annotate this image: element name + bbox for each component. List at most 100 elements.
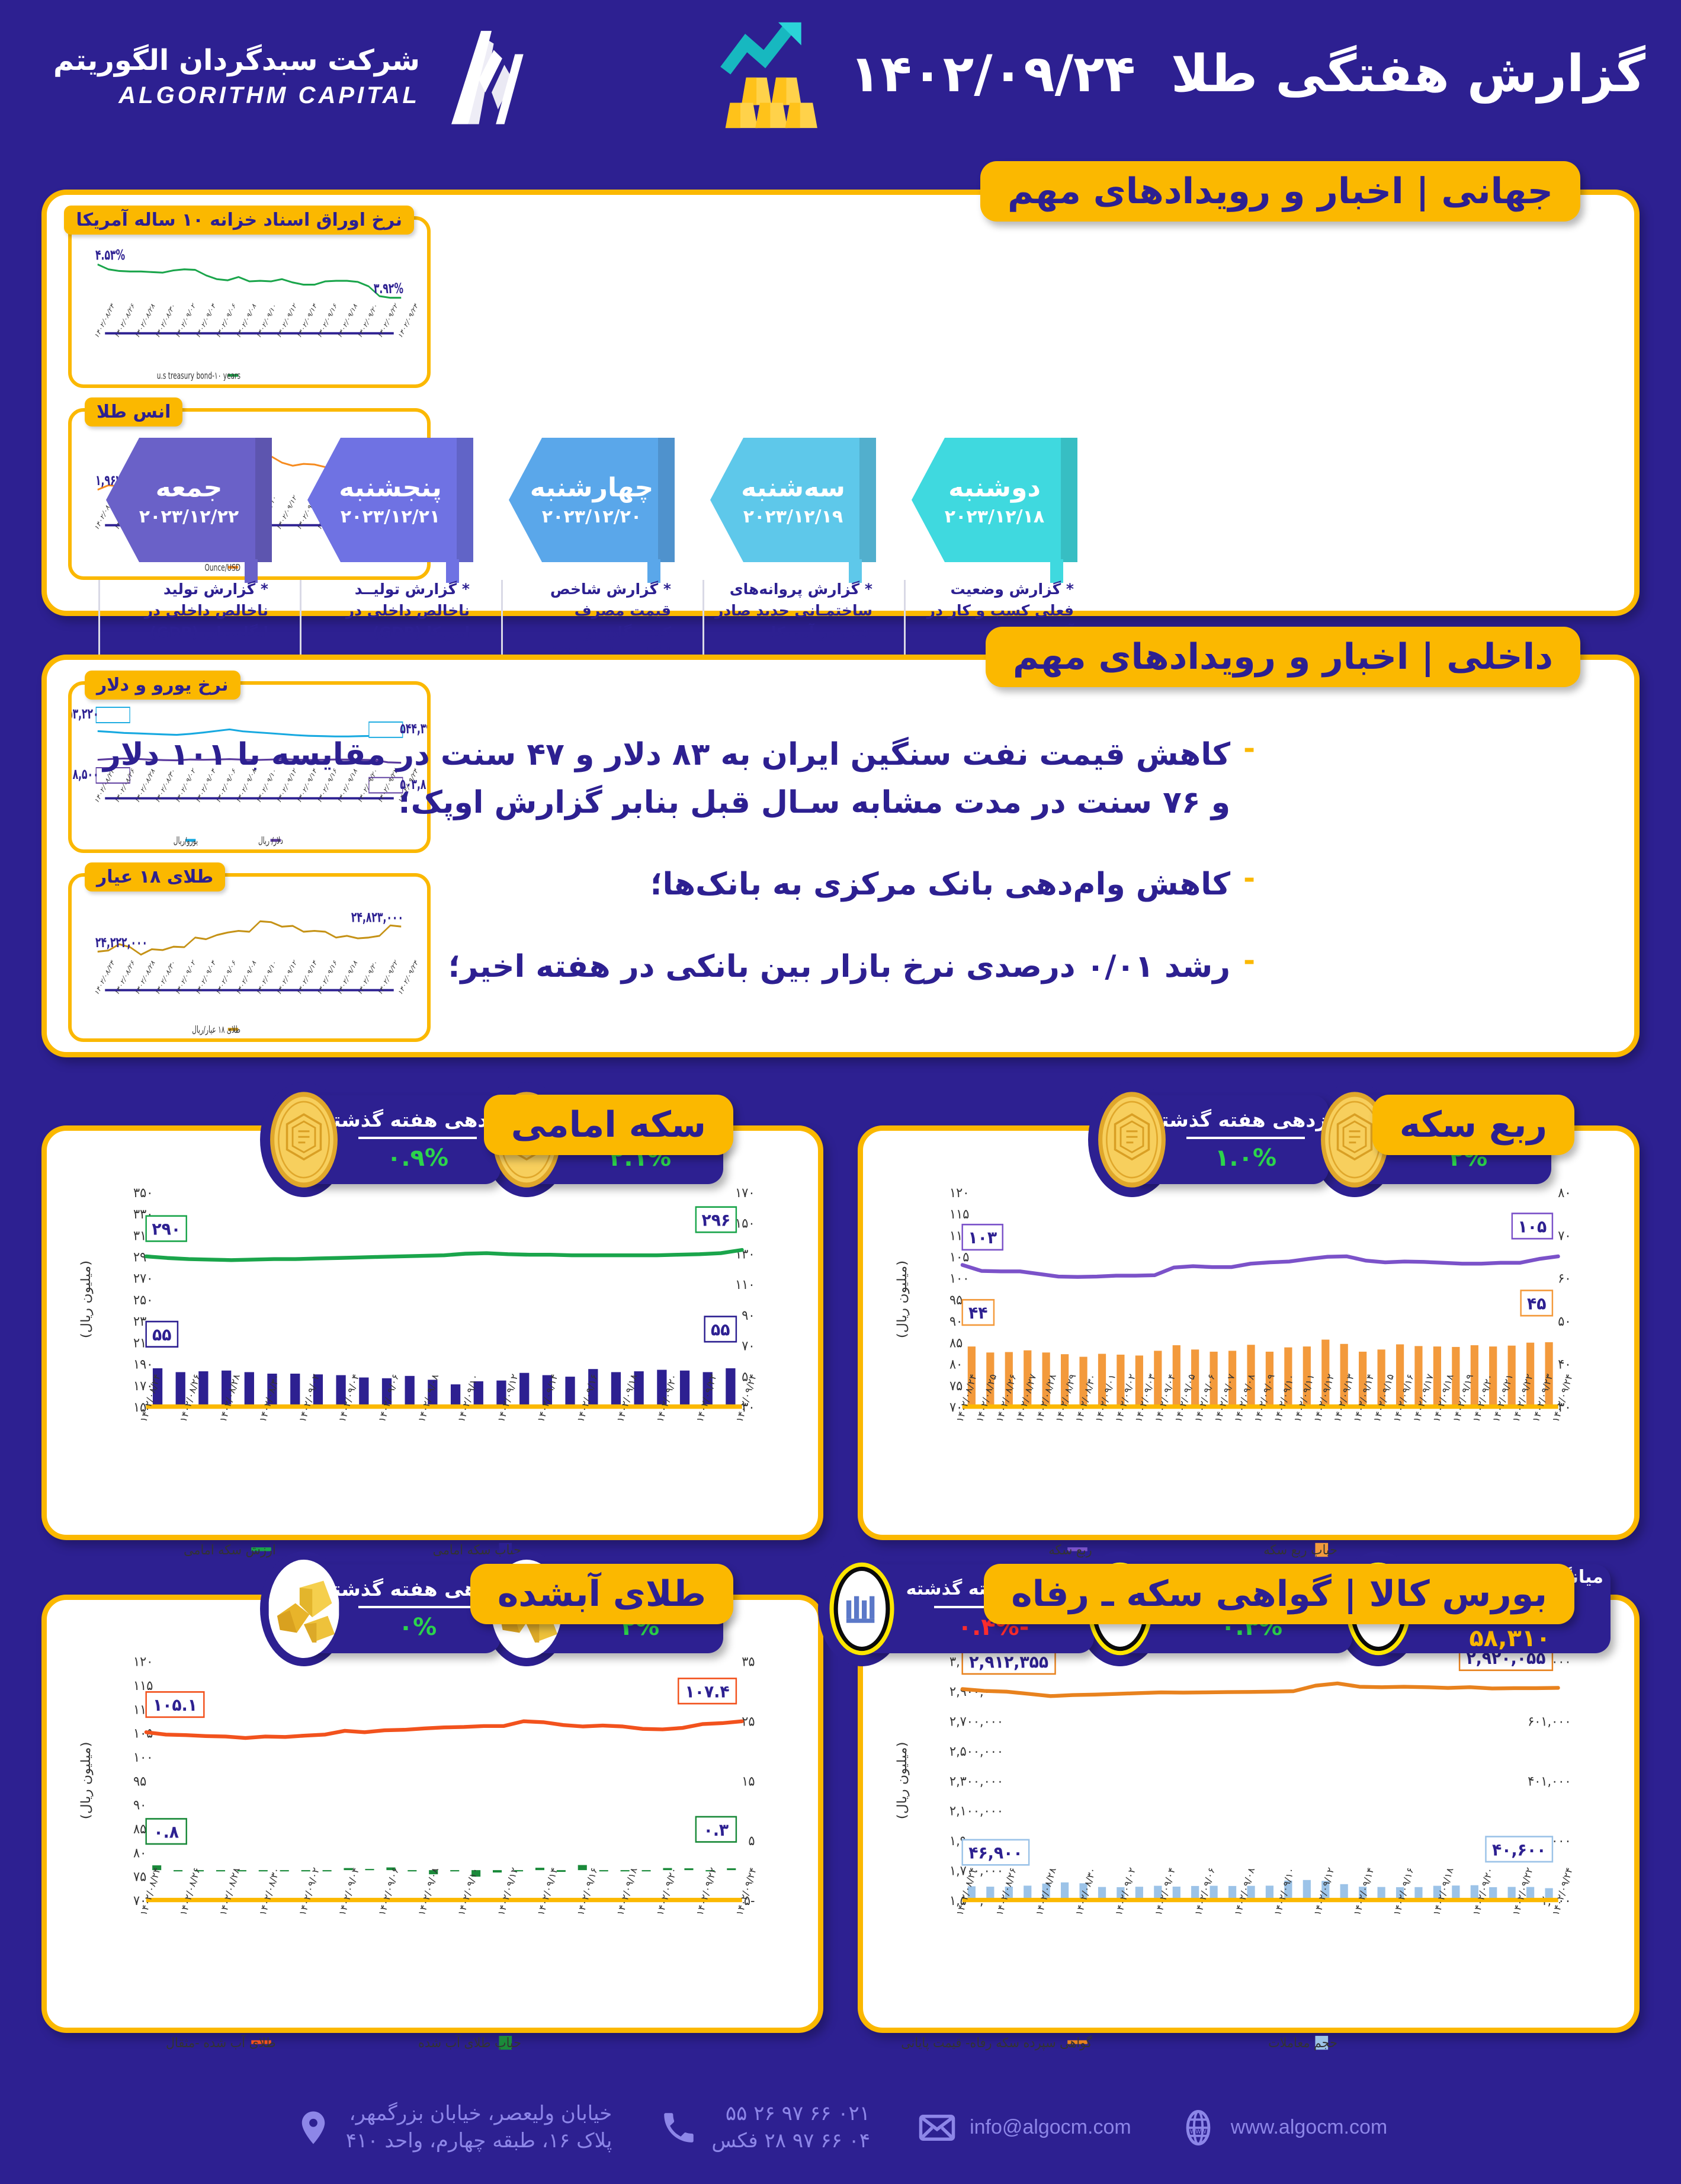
svg-text:۱۴۰۲/۰۹/۱۶: ۱۴۰۲/۰۹/۱۶ xyxy=(575,1866,600,1917)
day-column-3: چهارشنبه ۲۰۲۳/۱۲/۲۰ * گزارش شاخص قیمت مصرف… xyxy=(509,438,675,790)
badge-icon xyxy=(1096,1091,1167,1189)
melted-gold-section-heading: طلای آبشده xyxy=(470,1564,733,1624)
svg-text:۱۰۰: ۱۰۰ xyxy=(949,1271,969,1287)
svg-text:۵۵: ۵۵ xyxy=(152,1324,172,1345)
footer-email-text: info@algocm.com xyxy=(970,2116,1131,2139)
svg-text:۲,۳۰۰,۰۰۰: ۲,۳۰۰,۰۰۰ xyxy=(949,1774,1003,1789)
svg-text:۵۰: ۵۰ xyxy=(742,1370,755,1385)
badge-value: ۰% xyxy=(398,1613,437,1641)
ime-heading-wrap: بورس کالا | گواهی سکه ـ رفاه xyxy=(984,1564,1574,1624)
svg-text:۹۵: ۹۵ xyxy=(133,1774,146,1789)
day-date: ۲۰۲۳/۱۲/۱۸ xyxy=(944,506,1045,527)
svg-text:۹۵: ۹۵ xyxy=(949,1293,963,1308)
svg-text:۱۴۰۲/۰۹/۱۴: ۱۴۰۲/۰۹/۱۴ xyxy=(1352,1866,1377,1917)
badge-value: ۱.۰% xyxy=(1214,1144,1277,1172)
flag-shape-icon xyxy=(912,438,1077,562)
svg-text:ربع سکه: ربع سکه xyxy=(1048,1542,1092,1558)
svg-text:۱۴۰۲/۰۹/۱۴: ۱۴۰۲/۰۹/۱۴ xyxy=(535,1372,560,1424)
emami-heading-wrap: سکه امامی xyxy=(483,1095,733,1155)
svg-text:۴۰: ۴۰ xyxy=(1558,1357,1571,1372)
day-name: سه‌شنبه xyxy=(741,473,845,503)
bullet-dash-icon: - xyxy=(1243,732,1255,765)
us-treasury-chart-title: نرخ اوراق اسناد خزانه ۱۰ ساله آمریکا xyxy=(64,206,414,235)
svg-text:۱۰۷.۴: ۱۰۷.۴ xyxy=(685,1681,730,1701)
bullet-dash-icon: - xyxy=(1243,944,1255,977)
svg-text:۷۰: ۷۰ xyxy=(133,1893,146,1909)
svg-text:۱۴۰۲/۰۹/۲۴: ۱۴۰۲/۰۹/۲۴ xyxy=(1550,1866,1575,1917)
day-name: چهارشنبه xyxy=(530,473,654,503)
domestic-section-heading: داخلی | اخبار و رویدادهای مهم xyxy=(985,627,1580,687)
svg-text:(میلیون ریال): (میلیون ریال) xyxy=(79,1742,94,1819)
svg-text:u.s treasury bond-۱۰ years: u.s treasury bond-۱۰ years xyxy=(157,370,240,381)
day-flag: دوشنبه ۲۰۲۳/۱۲/۱۸ xyxy=(912,438,1077,562)
flag-shape-icon xyxy=(509,438,675,562)
svg-text:۱۴۰۲/۰۸/۲۶: ۱۴۰۲/۰۸/۲۶ xyxy=(178,1866,203,1917)
badge-rule xyxy=(1186,1136,1305,1139)
svg-text:(میلیون ریال): (میلیون ریال) xyxy=(895,1742,910,1819)
svg-text:۰.۳: ۰.۳ xyxy=(704,1820,729,1840)
badge-rule xyxy=(358,1136,477,1139)
svg-text:۳.۹۲%: ۳.۹۲% xyxy=(374,280,403,297)
footer-email[interactable]: info@algocm.com xyxy=(918,2108,1131,2147)
brand-name-en: ALGORITHM CAPITAL xyxy=(118,82,420,108)
metric-badge: بازدهی هفته گذشته ۰% xyxy=(260,1551,514,1666)
svg-text:۸۵: ۸۵ xyxy=(949,1336,963,1351)
svg-text:۱۱۰: ۱۱۰ xyxy=(735,1277,755,1293)
svg-text:حجم معاملات: حجم معاملات xyxy=(1268,2035,1337,2051)
footer-website[interactable]: www www.algocm.com xyxy=(1179,2108,1388,2147)
emami-coin-chart: ۳۵۰۳۳۰۳۱۰۲۹۰۲۷۰۲۵۰۲۳۰۲۱۰۱۹۰۱۷۰۱۵۰۱۷۰۱۵۰۱… xyxy=(79,1185,759,1558)
svg-text:۲,۵۰۰,۰۰۰: ۲,۵۰۰,۰۰۰ xyxy=(949,1744,1003,1759)
svg-text:۹۰: ۹۰ xyxy=(742,1308,755,1323)
global-section-heading: جهانی | اخبار و رویدادهای مهم xyxy=(980,161,1580,222)
svg-text:۱۱۵: ۱۱۵ xyxy=(949,1207,969,1222)
footer-website-text: www.algocm.com xyxy=(1230,2116,1388,2139)
svg-text:۱۷۰: ۱۷۰ xyxy=(133,1378,153,1394)
metric-badge: بازدهی هفته گذشته ۰.۹% xyxy=(260,1082,514,1197)
domestic-bullet: - رشد ۰/۰۱ درصدی نرخ بازار بین بانکی در ه… xyxy=(94,943,1255,991)
svg-text:۴۶,۹۰۰: ۴۶,۹۰۰ xyxy=(968,1843,1022,1863)
svg-text:۱۴۰۲/۰۹/۱۲: ۱۴۰۲/۰۹/۱۲ xyxy=(1312,1866,1337,1917)
day-stem xyxy=(849,559,862,583)
svg-text:۵۰: ۵۰ xyxy=(1558,1314,1571,1329)
ime-rafah-chart: ۳,۱۰۰,۰۰۰۲,۹۰۰,۰۰۰۲,۷۰۰,۰۰۰۲,۵۰۰,۰۰۰۲,۳۰… xyxy=(895,1644,1575,2051)
svg-text:۱۴۰۲/۰۹/۰۶: ۱۴۰۲/۰۹/۰۶ xyxy=(376,1866,401,1917)
footer-address: خیابان ولیعصر، خیابان بزرگمهر، پلاک ۱۶، … xyxy=(294,2100,612,2155)
page-title-text: گزارش هفتگی طلا xyxy=(1170,44,1645,104)
svg-text:۱۴۰۲/۰۹/۲۴: ۱۴۰۲/۰۹/۲۴ xyxy=(1550,1372,1575,1424)
gold-18k-chart-box: طلای ۱۸ عیار ۲۴,۲۲۲,۰۰۰ ۲۴,۸۲۳,۰۰۰ ۱۴۰۲/۰۸… xyxy=(68,862,431,1042)
day-date: ۲۰۲۳/۱۲/۱۹ xyxy=(743,506,843,527)
day-flag: چهارشنبه ۲۰۲۳/۱۲/۲۰ xyxy=(509,438,675,562)
map-pin-icon xyxy=(301,2111,325,2144)
page-title: گزارش هفتگی طلا ۱۴۰۲/۰۹/۲۴ xyxy=(849,49,1645,100)
badge-title: بازدهی هفته گذشته xyxy=(321,1108,514,1131)
svg-text:۵۵: ۵۵ xyxy=(711,1319,730,1339)
brand-name-fa: شرکت سبدگردان الگوریتم xyxy=(53,44,420,78)
svg-text:۴۴: ۴۴ xyxy=(968,1303,988,1323)
flag-shape-icon xyxy=(710,438,876,562)
footer-phone[interactable]: ۰۲۱ ۶۶ ۹۷ ۲۶ ۵۵ ۰۴ ۶۶ ۹۷ ۲۸ فکس xyxy=(659,2100,870,2155)
svg-text:۰.۸: ۰.۸ xyxy=(153,1821,179,1842)
svg-text:طلای ۱۸ عیار/ریال: طلای ۱۸ عیار/ریال xyxy=(192,1024,240,1035)
svg-text:۱۴۰۲/۰۸/۲۸: ۱۴۰۲/۰۸/۲۸ xyxy=(1034,1866,1058,1917)
svg-text:۱۰۳: ۱۰۳ xyxy=(968,1227,997,1247)
footer-address-line2: پلاک ۱۶، طبقه چهارم، واحد ۴۱۰ xyxy=(345,2129,612,2153)
day-column-4: پنجشنبه ۲۰۲۳/۱۲/۲۱ * گزارش تولیــد ناخالص … xyxy=(307,438,473,725)
page-header: شرکت سبدگردان الگوریتم ALGORITHM CAPITAL xyxy=(0,0,1681,157)
svg-text:۸۵: ۸۵ xyxy=(133,1821,146,1837)
us-treasury-chart: ۴.۵۳%۳.۹۲%۱۴۰۲/۰۸/۲۴۱۴۰۲/۰۸/۲۶۱۴۰۲/۰۸/۲۸… xyxy=(94,246,419,381)
svg-text:۱۵: ۱۵ xyxy=(742,1774,755,1789)
globe-icon: www xyxy=(1186,2110,1211,2145)
svg-text:-۵: -۵ xyxy=(744,1893,755,1909)
svg-text:۹۰: ۹۰ xyxy=(133,1798,146,1813)
day-name: پنجشنبه xyxy=(339,473,442,503)
svg-text:۱۰۵.۱: ۱۰۵.۱ xyxy=(153,1695,197,1715)
day-event-item: * گزارش تولیــد ناخالص داخلی در امریکا (… xyxy=(345,581,470,641)
svg-text:۲۵۰: ۲۵۰ xyxy=(133,1293,153,1308)
svg-text:۱۴۰۲/۰۹/۲۲: ۱۴۰۲/۰۹/۲۲ xyxy=(694,1372,719,1424)
svg-text:۴۰۱,۰۰۰: ۴۰۱,۰۰۰ xyxy=(1528,1774,1571,1789)
svg-text:۱۴۰۲/۰۹/۲۴: ۱۴۰۲/۰۹/۲۴ xyxy=(397,301,419,340)
svg-text:۱۴۰۲/۰۹/۱۴: ۱۴۰۲/۰۹/۱۴ xyxy=(535,1866,560,1917)
svg-text:۹۰: ۹۰ xyxy=(949,1314,963,1329)
svg-text:۲,۷۰۰,۰۰۰: ۲,۷۰۰,۰۰۰ xyxy=(949,1714,1003,1730)
